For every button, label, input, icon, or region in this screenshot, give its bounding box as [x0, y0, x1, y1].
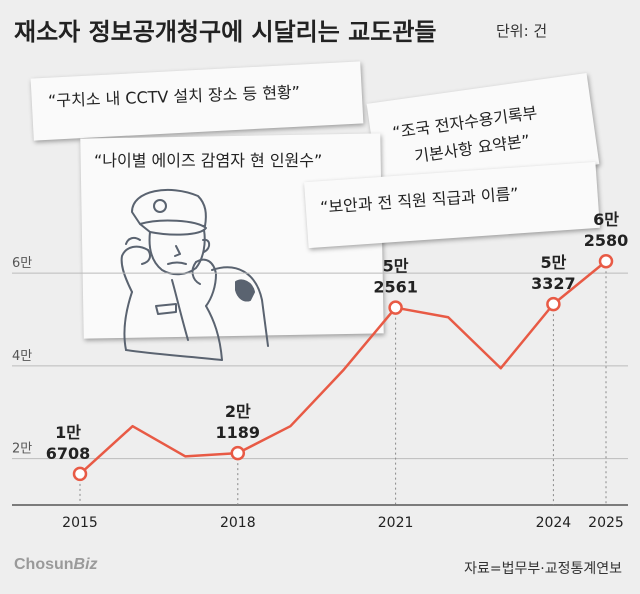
source-note: 자료=법무부·교정통계연보	[464, 561, 622, 577]
x-tick-label: 2021	[378, 515, 414, 531]
logo-main: Chosun	[14, 556, 74, 573]
y-tick-label: 4만	[12, 349, 32, 364]
publisher-logo: ChosunBiz	[14, 556, 98, 574]
data-point	[388, 300, 403, 315]
data-label: 5만	[383, 257, 409, 276]
data-label: 2580	[584, 231, 629, 250]
data-point	[72, 466, 88, 482]
data-label: 2561	[373, 278, 418, 297]
data-label: 1189	[216, 423, 261, 442]
x-tick-label: 2015	[62, 515, 98, 531]
x-tick-label: 2024	[536, 515, 572, 531]
data-point	[546, 296, 561, 312]
data-label: 3327	[531, 274, 576, 293]
data-label: 6708	[46, 444, 91, 463]
data-point	[598, 253, 614, 269]
x-tick-label: 2025	[588, 515, 624, 531]
data-label: 1만	[55, 423, 81, 442]
data-label: 2만	[225, 402, 251, 421]
data-label: 6만	[593, 210, 619, 229]
x-tick-label: 2018	[220, 515, 256, 531]
y-tick-label: 6만	[12, 256, 32, 271]
chart-title: 재소자 정보공개청구에 시달리는 교도관들	[14, 18, 437, 46]
unit-label: 단위: 건	[496, 22, 548, 40]
logo-sub: Biz	[73, 556, 98, 573]
data-label: 5만	[540, 253, 566, 272]
data-point	[230, 445, 246, 461]
quote-aids: “나이별 에이즈 감염자 현 인원수”	[94, 151, 323, 170]
y-tick-label: 2만	[12, 442, 32, 457]
series-line	[79, 260, 607, 475]
